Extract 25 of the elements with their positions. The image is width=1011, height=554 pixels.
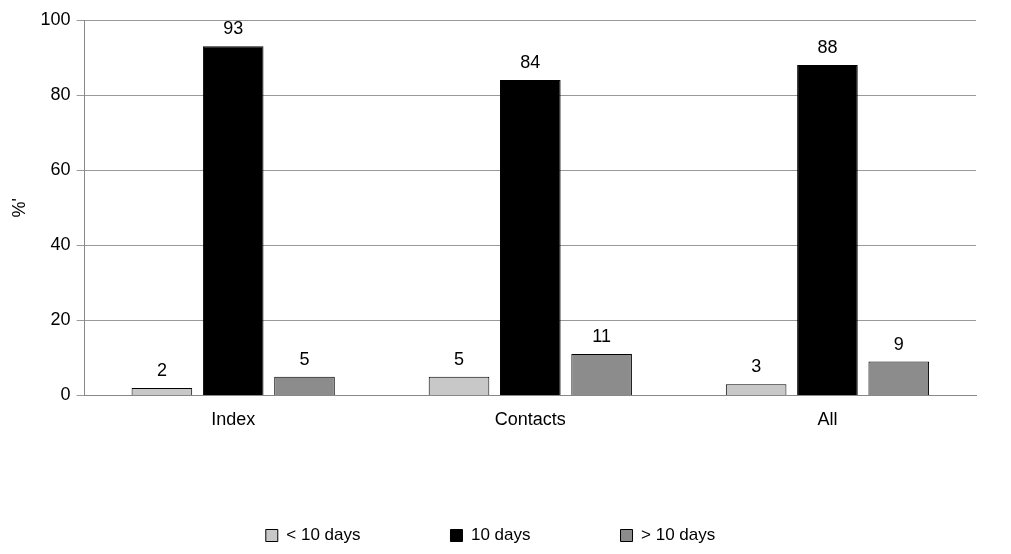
legend-label: 10 days — [470, 525, 531, 545]
data-label: 88 — [817, 37, 838, 58]
bar — [500, 80, 561, 395]
y-tick-label: 100 — [40, 8, 71, 29]
y-tick-label: 40 — [50, 234, 71, 255]
data-label: 84 — [520, 52, 541, 73]
legend-label: < 10 days — [286, 525, 361, 545]
y-tick-label: 0 — [60, 384, 71, 405]
data-label: 3 — [751, 356, 762, 377]
data-label: 11 — [592, 326, 611, 347]
data-label: 93 — [223, 18, 244, 39]
legend-label: > 10 days — [641, 525, 716, 545]
bar — [797, 65, 858, 395]
data-label: 5 — [299, 348, 310, 369]
data-label: 2 — [156, 359, 167, 380]
y-tick-label: 20 — [50, 309, 71, 330]
data-label: 9 — [893, 333, 904, 354]
x-tick-label: All — [817, 409, 838, 430]
x-tick-label: Contacts — [494, 409, 566, 430]
y-tick-label: 80 — [50, 84, 71, 105]
y-axis-title: %' — [8, 197, 29, 218]
data-label: 5 — [454, 348, 465, 369]
y-tick-label: 60 — [50, 159, 71, 180]
bar — [202, 46, 264, 395]
x-tick-label: Index — [211, 409, 256, 430]
